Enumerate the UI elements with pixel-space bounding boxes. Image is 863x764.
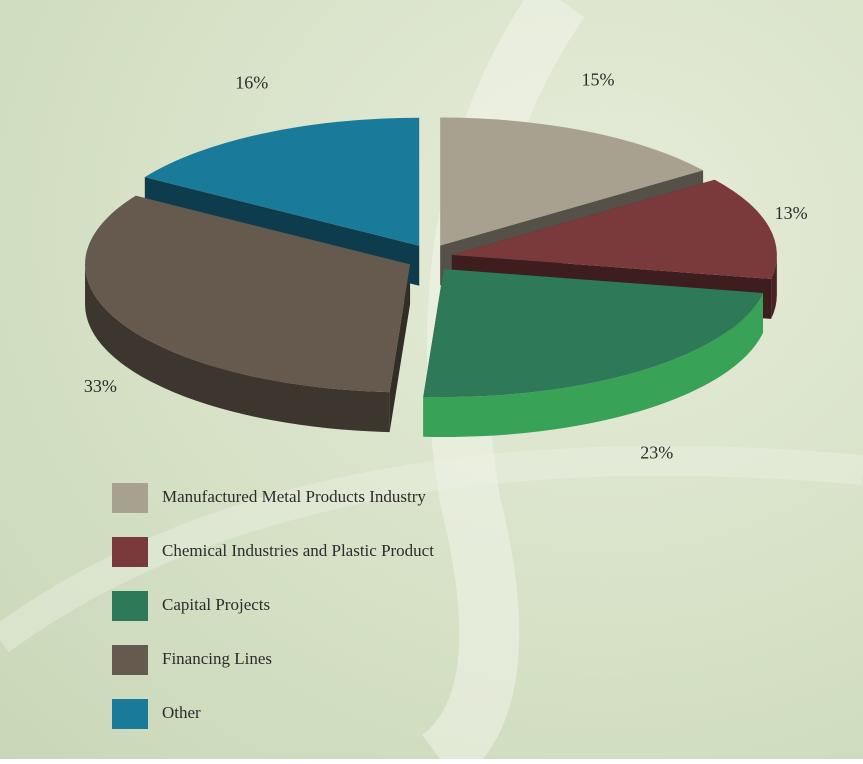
pie-side — [423, 293, 763, 438]
legend-label: Other — [162, 703, 201, 722]
pie-slice — [85, 195, 411, 393]
pie-slice — [440, 117, 704, 246]
pie-cut-face — [389, 264, 411, 433]
value-label: 23% — [640, 443, 673, 463]
value-label: 16% — [235, 73, 268, 93]
legend-swatch — [112, 699, 148, 729]
legend: Manufactured Metal Products Industry Chem… — [112, 483, 434, 729]
pie-tops — [85, 117, 777, 398]
pie-slice — [423, 269, 763, 398]
pie-slice — [144, 117, 420, 246]
legend-label: Financing Lines — [162, 649, 272, 668]
value-labels: 15% 13% 23% 33% 16% — [84, 70, 808, 463]
pie-side — [85, 264, 390, 433]
legend-swatch — [112, 537, 148, 567]
legend-swatch — [112, 591, 148, 621]
value-label: 33% — [84, 376, 117, 396]
legend-swatch — [112, 483, 148, 513]
legend-swatch — [112, 645, 148, 675]
value-label: 15% — [581, 70, 614, 90]
pie-side — [771, 254, 777, 319]
legend-label: Chemical Industries and Plastic Product — [162, 541, 434, 560]
pie-slice — [451, 179, 777, 279]
value-label: 13% — [775, 203, 808, 223]
legend-label: Capital Projects — [162, 595, 270, 614]
legend-label: Manufactured Metal Products Industry — [162, 487, 426, 506]
